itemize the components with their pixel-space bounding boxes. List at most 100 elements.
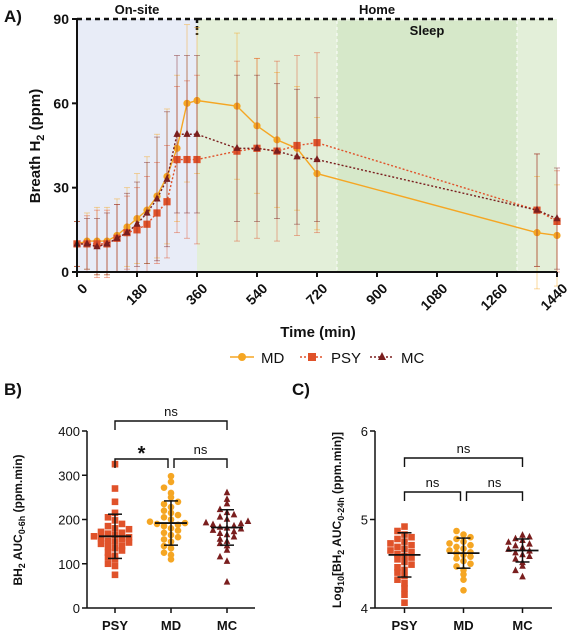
data-point xyxy=(230,527,238,535)
data-point xyxy=(97,528,105,536)
data-point xyxy=(230,510,238,518)
significance-bracket xyxy=(114,458,169,468)
data-point xyxy=(104,543,112,551)
data-point xyxy=(160,529,168,537)
data-point xyxy=(160,500,168,508)
data-point xyxy=(125,539,133,546)
panel-c-label: C) xyxy=(292,380,310,399)
data-point xyxy=(123,228,131,236)
data-point xyxy=(512,555,519,562)
data-point xyxy=(167,544,175,552)
x-tick-label: MD xyxy=(161,618,181,633)
y-tick-label: 400 xyxy=(58,424,80,439)
data-point xyxy=(467,560,474,568)
data-point xyxy=(125,525,133,533)
data-point xyxy=(118,547,126,554)
data-point xyxy=(512,541,519,549)
legend-marker-mc xyxy=(378,352,386,360)
y-tick-label: 300 xyxy=(58,468,80,483)
y-tick-label: 100 xyxy=(58,557,80,572)
significance-bracket xyxy=(403,491,462,501)
x-tick-label: 180 xyxy=(123,280,151,308)
data-point xyxy=(118,542,126,550)
data-point xyxy=(387,540,394,547)
data-point xyxy=(446,540,453,547)
data-point xyxy=(446,547,453,554)
x-tick-label: 900 xyxy=(363,280,391,308)
data-point xyxy=(111,485,119,492)
data-point xyxy=(111,571,119,579)
data-point xyxy=(104,537,112,545)
x-tick-label: 720 xyxy=(303,280,331,308)
data-point xyxy=(512,548,519,556)
data-point xyxy=(223,499,231,507)
series-mc xyxy=(73,55,561,276)
y-tick-label: 200 xyxy=(58,513,80,528)
data-point xyxy=(233,143,241,151)
panel-a-x-axis-label: Time (min) xyxy=(280,324,356,341)
data-point xyxy=(394,527,401,535)
points-psy xyxy=(387,523,415,606)
x-tick-label: 360 xyxy=(183,280,211,308)
significance-label: ns xyxy=(457,441,471,456)
data-point xyxy=(103,239,111,247)
region-label-onsite: On-site xyxy=(115,2,160,17)
significance-label: * xyxy=(138,443,146,465)
data-point xyxy=(83,239,91,247)
data-point xyxy=(223,495,231,502)
data-point xyxy=(533,205,541,213)
y-tick-label: 60 xyxy=(53,95,69,111)
data-point xyxy=(253,143,261,151)
x-tick-label: PSY xyxy=(391,618,417,633)
data-point xyxy=(111,509,119,517)
y-tick-label: 0 xyxy=(73,601,80,616)
data-point xyxy=(505,538,512,545)
data-point xyxy=(512,534,519,542)
data-point xyxy=(153,194,161,202)
data-point xyxy=(202,518,210,526)
data-point xyxy=(111,498,119,506)
y-tick-label: 5 xyxy=(361,513,368,528)
data-point xyxy=(183,129,191,137)
data-point xyxy=(401,599,408,606)
panel-a-y-axis-label: Breath H2 (ppm) xyxy=(27,89,47,203)
x-tick-label: 1440 xyxy=(537,280,567,313)
significance-label: ns xyxy=(426,475,440,490)
x-tick-label: 540 xyxy=(243,280,271,308)
data-point xyxy=(394,576,401,583)
data-point xyxy=(104,522,112,530)
panel-b-label: B) xyxy=(4,380,22,399)
data-point xyxy=(113,233,121,241)
y-tick-label: 30 xyxy=(53,180,69,196)
x-tick-label: MC xyxy=(217,618,238,633)
data-point xyxy=(387,547,394,554)
data-point xyxy=(512,566,519,574)
panel-c: C) Log10[BH2 AUC0-24h (ppm.min)] 4 5 6 PSY M… xyxy=(292,380,552,633)
legend-marker-psy xyxy=(308,353,316,361)
data-point xyxy=(173,129,181,137)
region-label-sleep: Sleep xyxy=(410,23,445,38)
x-tick-label: 1260 xyxy=(477,280,510,313)
panel-b-y-axis-label: BH2 AUC0-6h (ppm.min) xyxy=(11,454,27,585)
data-point xyxy=(111,562,119,570)
data-point xyxy=(216,512,224,520)
data-point xyxy=(174,533,182,541)
data-point xyxy=(408,554,415,561)
data-point xyxy=(97,540,105,548)
data-point xyxy=(118,536,126,543)
data-point xyxy=(104,530,112,537)
region-label-home: Home xyxy=(359,2,395,17)
data-point xyxy=(453,527,460,535)
data-point xyxy=(118,520,126,528)
data-point xyxy=(216,535,224,542)
points-psy xyxy=(90,460,133,579)
data-point xyxy=(167,478,175,486)
data-point xyxy=(230,532,238,540)
data-point xyxy=(453,555,460,562)
data-point xyxy=(453,543,460,551)
data-point xyxy=(160,522,168,530)
data-point xyxy=(394,556,401,563)
data-point xyxy=(167,551,175,559)
data-point xyxy=(133,219,141,227)
data-point xyxy=(519,531,526,538)
